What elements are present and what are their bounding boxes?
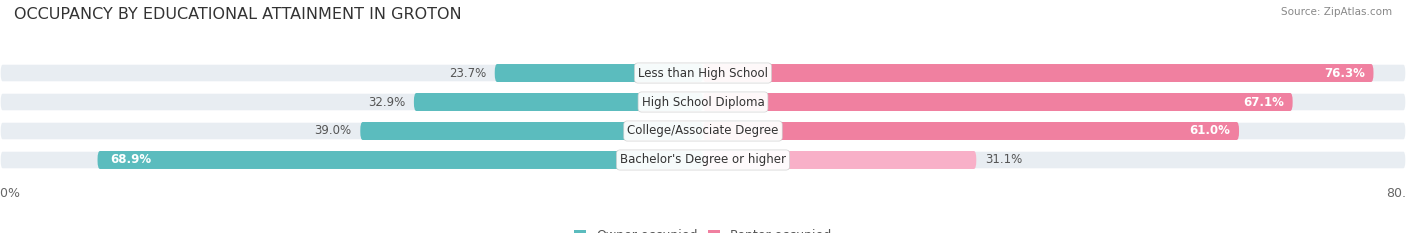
Legend: Owner-occupied, Renter-occupied: Owner-occupied, Renter-occupied — [568, 224, 838, 233]
Text: 32.9%: 32.9% — [368, 96, 405, 109]
FancyBboxPatch shape — [413, 93, 703, 111]
Text: 39.0%: 39.0% — [315, 124, 352, 137]
Text: 23.7%: 23.7% — [449, 66, 486, 79]
Text: College/Associate Degree: College/Associate Degree — [627, 124, 779, 137]
FancyBboxPatch shape — [703, 64, 1374, 82]
Text: Bachelor's Degree or higher: Bachelor's Degree or higher — [620, 154, 786, 167]
Text: High School Diploma: High School Diploma — [641, 96, 765, 109]
Text: 61.0%: 61.0% — [1189, 124, 1230, 137]
Text: 67.1%: 67.1% — [1243, 96, 1284, 109]
FancyBboxPatch shape — [495, 64, 703, 82]
FancyBboxPatch shape — [703, 93, 1292, 111]
FancyBboxPatch shape — [97, 151, 703, 169]
FancyBboxPatch shape — [0, 64, 1406, 82]
FancyBboxPatch shape — [0, 122, 1406, 140]
Text: Source: ZipAtlas.com: Source: ZipAtlas.com — [1281, 7, 1392, 17]
FancyBboxPatch shape — [703, 151, 976, 169]
FancyBboxPatch shape — [0, 93, 1406, 111]
Text: 68.9%: 68.9% — [111, 154, 152, 167]
Text: OCCUPANCY BY EDUCATIONAL ATTAINMENT IN GROTON: OCCUPANCY BY EDUCATIONAL ATTAINMENT IN G… — [14, 7, 461, 22]
FancyBboxPatch shape — [0, 151, 1406, 169]
Text: Less than High School: Less than High School — [638, 66, 768, 79]
FancyBboxPatch shape — [360, 122, 703, 140]
FancyBboxPatch shape — [703, 122, 1239, 140]
Text: 76.3%: 76.3% — [1324, 66, 1365, 79]
Text: 31.1%: 31.1% — [986, 154, 1022, 167]
